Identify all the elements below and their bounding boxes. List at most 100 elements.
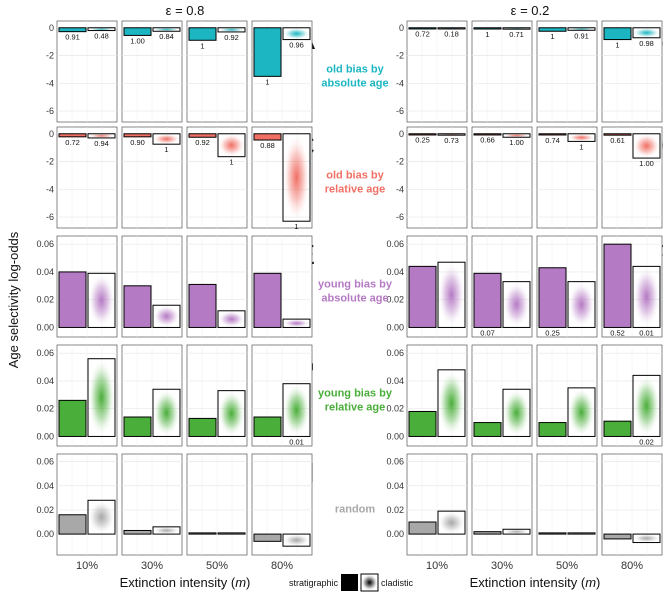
facet: 0.91 0.48	[56, 20, 118, 123]
stratigraphic-bar	[188, 532, 217, 535]
y-tick-label: 0	[399, 129, 404, 139]
facet: 50%	[536, 453, 598, 572]
x-axis-label-suffix: )	[246, 575, 250, 590]
y-tick-label: -2	[46, 157, 54, 167]
cladistic-bar	[282, 27, 311, 41]
cladistic-value-label: 1	[164, 145, 168, 154]
row-label: young bias by	[318, 279, 393, 291]
stratigraphic-bar	[188, 417, 217, 437]
y-tick-label: 0.02	[36, 295, 54, 305]
cladistic-bar	[632, 27, 661, 39]
facet: 0.07	[471, 235, 533, 337]
y-tick-label: 0	[49, 129, 54, 139]
x-axis-label-left: Extinction intensity (m)	[120, 575, 251, 590]
stratigraphic-bar	[408, 27, 437, 30]
cladistic-bar	[567, 532, 596, 535]
y-tick-label: 0.06	[36, 239, 54, 249]
stratigraphic-bar	[538, 133, 567, 136]
facet: 80%	[601, 453, 663, 572]
cladistic-bar	[632, 533, 661, 544]
facet: 30%	[121, 453, 183, 572]
y-tick-label: 0.00	[36, 529, 54, 539]
cladistic-value-label: 0.92	[224, 33, 239, 42]
x-axis-label-var: m	[235, 575, 246, 590]
stratigraphic-bar	[123, 285, 152, 328]
row-label: absolute age	[321, 293, 388, 305]
facet: 0.66 1.00	[471, 126, 533, 229]
stratigraphic-value-label: 0.72	[415, 30, 430, 39]
cladistic-bar	[502, 133, 531, 138]
cladistic-bar	[152, 388, 181, 437]
cladistic-bar	[282, 533, 311, 547]
stratigraphic-value-label: 0.92	[195, 138, 210, 147]
cladistic-bar	[632, 265, 661, 328]
cladistic-value-label: 0.73	[444, 136, 459, 145]
cladistic-bar	[87, 499, 116, 535]
row-label: old bias by	[326, 64, 384, 76]
cladistic-bar	[632, 133, 661, 159]
y-tick-label: 0.00	[386, 322, 404, 332]
stratigraphic-bar	[58, 271, 87, 328]
facet	[186, 235, 248, 338]
y-tick-label: 0.06	[36, 348, 54, 358]
cladistic-bar	[152, 27, 181, 32]
y-tick-label: -6	[46, 106, 54, 116]
stratigraphic-bar	[603, 420, 632, 437]
stratigraphic-value-label: 0.61	[610, 136, 625, 145]
facet	[121, 344, 183, 447]
row-label: relative age	[325, 402, 386, 414]
facet: 0.72 0.94	[56, 126, 118, 229]
stratigraphic-value-label: 1	[200, 41, 204, 50]
facet: 80%	[251, 453, 313, 572]
cladistic-bar	[437, 133, 466, 136]
legend-cladistic-swatch	[360, 573, 379, 592]
facet: 0.02	[601, 344, 663, 446]
y-tick-label: 0.04	[36, 481, 54, 491]
cladistic-value-label: 1	[229, 158, 233, 167]
cladistic-bar	[217, 133, 246, 158]
x-tick-label: 30%	[491, 560, 513, 572]
facet: 1 0.91	[536, 20, 598, 123]
row-label: old bias by	[326, 170, 384, 182]
stratigraphic-bar	[253, 533, 282, 542]
facet: 30%	[471, 453, 533, 572]
y-tick-label: -2	[396, 51, 404, 61]
column-title-left: ε = 0.8	[166, 3, 205, 18]
facet	[406, 344, 468, 447]
cladistic-value-label: 0.96	[289, 41, 304, 50]
y-tick-label: 0.04	[36, 376, 54, 386]
facet: 0.52 0.01	[601, 235, 663, 337]
y-tick-label: 0.00	[386, 431, 404, 441]
stratigraphic-bar	[538, 267, 567, 328]
cladistic-bar	[217, 532, 246, 535]
stratigraphic-bar	[188, 283, 217, 328]
cladistic-value-label: 0.84	[159, 32, 174, 41]
stratigraphic-value-label: 1	[265, 77, 269, 86]
stratigraphic-bar	[603, 533, 632, 540]
stratigraphic-bar	[473, 272, 502, 328]
facet: 0.25	[536, 235, 598, 337]
row-4: 0.000.000.020.020.040.040.060.06randomI1…	[36, 453, 664, 572]
cladistic-bar	[437, 369, 466, 437]
facet	[406, 235, 468, 338]
cladistic-bar	[217, 390, 246, 437]
y-tick-label: -6	[46, 212, 54, 222]
panel-H: H0.02	[406, 344, 664, 447]
facet: 1 0.98	[601, 20, 663, 123]
stratigraphic-bar	[408, 265, 437, 328]
facet: 50%	[186, 453, 248, 572]
cladistic-bar	[567, 133, 596, 142]
y-tick-label: 0.06	[386, 239, 404, 249]
cladistic-bar	[152, 133, 181, 145]
y-tick-label: -4	[46, 184, 54, 194]
x-tick-label: 30%	[141, 560, 163, 572]
cladistic-bar	[87, 133, 116, 139]
y-tick-label: 0.02	[36, 404, 54, 414]
stratigraphic-bar	[58, 399, 87, 437]
stratigraphic-bar	[58, 133, 87, 138]
column-title-right: ε = 0.2	[511, 3, 550, 18]
cladistic-bar	[217, 310, 246, 328]
y-tick-label: 0.04	[386, 376, 404, 386]
